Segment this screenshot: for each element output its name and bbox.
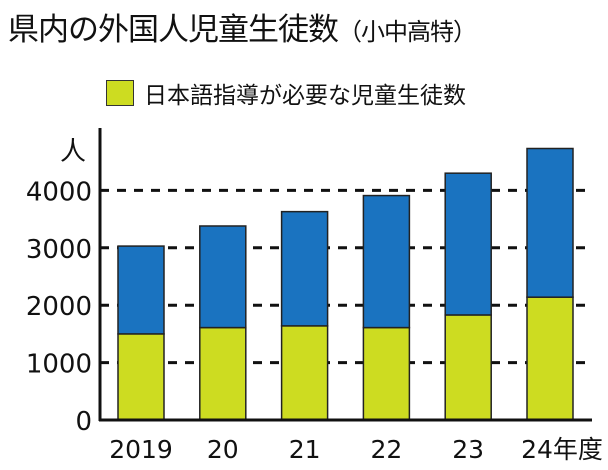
legend: 日本語指導が必要な児童生徒数 — [106, 76, 466, 110]
y-tick-label: 3000 — [26, 235, 92, 265]
y-tick-label: 2000 — [26, 292, 92, 322]
bar-green — [526, 296, 574, 421]
y-tick-label: 4000 — [26, 177, 92, 207]
chart-title: 県内の外国人児童生徒数（小中高特） — [8, 4, 477, 49]
x-tick-label: 23 — [452, 435, 484, 464]
bar-green — [444, 314, 492, 421]
bar-blue — [280, 210, 329, 327]
bar-green — [280, 325, 329, 421]
x-tick-label: 20 — [207, 435, 239, 464]
y-tick-label: 0 — [75, 407, 92, 437]
bar-green — [362, 326, 411, 421]
x-tick-label: 24年度 — [521, 435, 603, 464]
legend-label: 日本語指導が必要な児童生徒数 — [144, 83, 466, 109]
bar-blue — [362, 194, 411, 329]
bar-blue — [199, 225, 247, 329]
bar-blue — [444, 172, 492, 316]
x-tick-label: 2019 — [109, 435, 173, 464]
x-tick-label: 21 — [289, 435, 321, 464]
title-main: 県内の外国人児童生徒数 — [8, 12, 339, 48]
legend-swatch-green — [106, 80, 134, 106]
bar-green — [199, 326, 247, 421]
y-tick-label: 1000 — [26, 350, 92, 380]
bar-blue — [526, 147, 574, 298]
bar-green — [117, 333, 165, 421]
bar-blue — [117, 245, 165, 335]
title-sub: （小中高特） — [338, 18, 477, 46]
x-tick-label: 22 — [370, 435, 402, 464]
y-axis-unit: 人 — [60, 137, 86, 167]
